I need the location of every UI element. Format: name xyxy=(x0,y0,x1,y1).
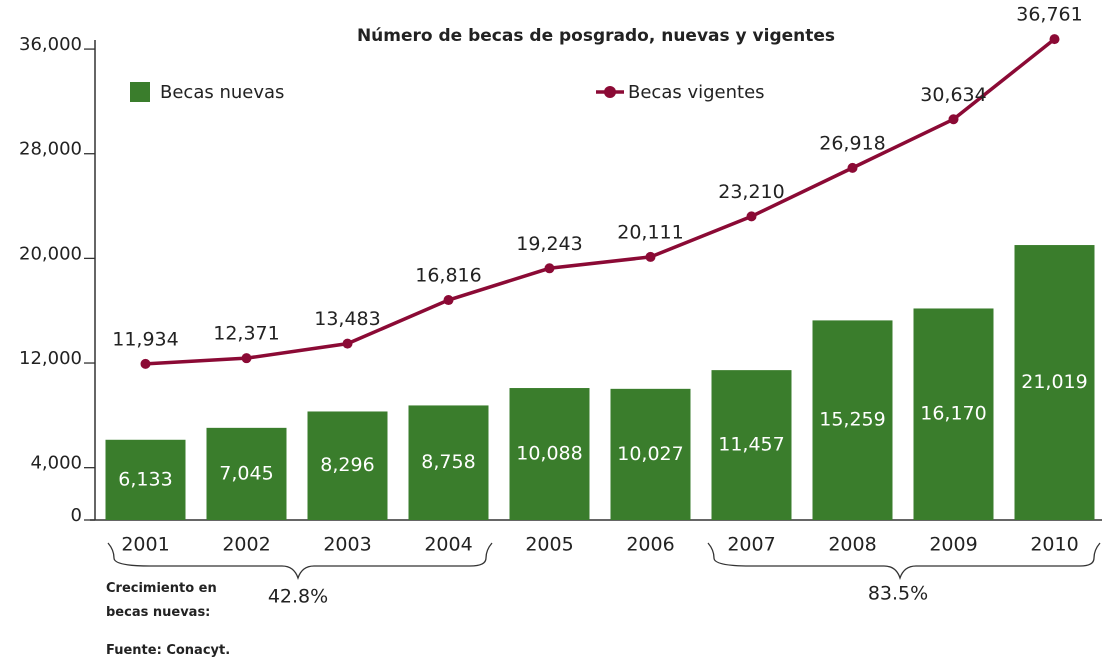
bar-label: 16,170 xyxy=(920,403,986,425)
bar xyxy=(711,370,792,520)
point xyxy=(342,338,353,349)
legend-swatch xyxy=(130,82,150,102)
x-tick-label: 2006 xyxy=(626,534,674,556)
x-tick-label: 2002 xyxy=(222,534,270,556)
y-tick-label: 28,000 xyxy=(19,139,82,160)
growth-label: Crecimiento en becas nuevas: xyxy=(106,581,217,620)
bar xyxy=(913,308,994,520)
bar-label: 8,758 xyxy=(421,451,475,473)
bar xyxy=(610,388,691,520)
y-tick-label: 12,000 xyxy=(19,348,82,369)
legend-label: Becas nuevas xyxy=(160,82,284,103)
point xyxy=(645,251,656,262)
bar-label: 7,045 xyxy=(219,462,273,484)
bar-label: 21,019 xyxy=(1021,371,1087,393)
brace xyxy=(107,542,493,581)
source: Fuente: Conacyt. xyxy=(106,643,231,658)
point-label: 13,483 xyxy=(314,308,380,330)
x-tick-label: 2001 xyxy=(121,534,169,556)
x-tick-label: 2007 xyxy=(727,534,775,556)
bar-label: 15,259 xyxy=(819,409,885,431)
bar xyxy=(206,427,287,520)
point xyxy=(948,114,959,125)
x-tick-label: 2005 xyxy=(525,534,573,556)
brace xyxy=(707,542,1101,581)
bar-label: 6,133 xyxy=(118,468,172,490)
point xyxy=(847,162,858,173)
point xyxy=(443,295,454,306)
bar-label: 11,457 xyxy=(718,434,784,456)
point-label: 16,816 xyxy=(415,265,481,287)
growth-value: 42.8% xyxy=(268,586,328,608)
bar xyxy=(408,405,489,520)
point-label: 36,761 xyxy=(1016,4,1082,26)
bar-label: 10,088 xyxy=(516,443,582,465)
y-tick-label: 0 xyxy=(71,505,82,526)
line xyxy=(145,37,1056,366)
legend-label: Becas vigentes xyxy=(628,82,765,103)
x-tick-label: 2010 xyxy=(1030,534,1078,556)
point-label: 26,918 xyxy=(819,132,885,154)
point xyxy=(544,263,555,274)
y-tick-label: 20,000 xyxy=(19,243,82,264)
point-label: 11,934 xyxy=(112,328,178,350)
point-label: 20,111 xyxy=(617,221,683,243)
point xyxy=(140,358,151,369)
x-tick-label: 2008 xyxy=(828,534,876,556)
bar xyxy=(812,320,893,520)
y-tick-label: 4,000 xyxy=(30,453,82,474)
bar xyxy=(307,411,388,520)
bar xyxy=(1014,245,1095,520)
point-label: 19,243 xyxy=(516,233,582,255)
y-tick-label: 36,000 xyxy=(19,34,82,55)
point xyxy=(1049,34,1060,45)
bar xyxy=(509,388,590,520)
chart-title: Número de becas de posgrado, nuevas y vi… xyxy=(357,26,835,46)
legend-swatch xyxy=(604,86,616,98)
bar xyxy=(105,439,186,520)
x-tick-label: 2009 xyxy=(929,534,977,556)
bar-label: 10,027 xyxy=(617,443,683,465)
point-label: 12,371 xyxy=(213,323,279,345)
growth-value: 83.5% xyxy=(868,583,928,605)
bar-label: 8,296 xyxy=(320,454,374,476)
point xyxy=(241,353,252,364)
x-tick-label: 2003 xyxy=(323,534,371,556)
point-label: 23,210 xyxy=(718,181,784,203)
x-tick-label: 2004 xyxy=(424,534,472,556)
point xyxy=(746,211,757,222)
point-label: 30,634 xyxy=(920,84,986,106)
